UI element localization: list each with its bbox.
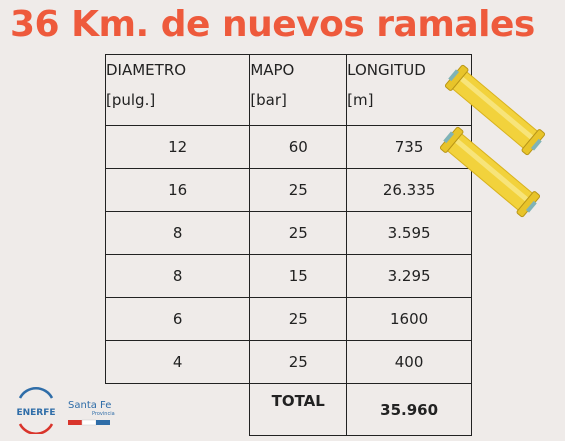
cell-mapo: 25: [249, 297, 348, 341]
total-value: 35.960: [346, 383, 472, 436]
cell-length: 3.595: [346, 211, 472, 255]
santafe-logo-text: Santa Fe: [68, 400, 111, 411]
table-row: 12 60 735: [104, 125, 472, 169]
cell-length: 3.295: [346, 254, 472, 298]
header-diameter: DIAMETRO [pulg.]: [104, 54, 251, 126]
total-row: TOTAL 35.960: [105, 383, 472, 436]
cell-diameter: 4: [104, 340, 251, 384]
header-mapo: MAPO [bar]: [249, 54, 348, 126]
table-row: 4 25 400: [104, 340, 472, 384]
enerfe-logo-text: ENERFE: [16, 408, 55, 418]
header-diameter-unit: [pulg.]: [106, 91, 156, 109]
cell-mapo: 25: [249, 168, 348, 212]
header-length-label: LONGITUD: [347, 61, 426, 79]
header-diameter-label: DIAMETRO: [106, 61, 187, 79]
table-row: 6 25 1600: [104, 297, 472, 341]
cell-mapo: 15: [249, 254, 348, 298]
header-mapo-unit: [bar]: [250, 91, 287, 109]
cell-mapo: 25: [249, 340, 348, 384]
cell-diameter: 16: [104, 168, 251, 212]
cell-mapo: 25: [249, 211, 348, 255]
total-label: TOTAL: [249, 383, 348, 436]
pipes-icon: [440, 64, 546, 218]
sponsor-logos: ENERFE Santa Fe Provincia: [16, 387, 115, 434]
cell-diameter: 12: [104, 125, 251, 169]
santafe-logo-subtext: Provincia: [92, 411, 115, 417]
cell-length: 400: [346, 340, 472, 384]
cell-diameter: 6: [104, 297, 251, 341]
total-blank-cell: [105, 383, 251, 436]
branches-table: DIAMETRO [pulg.] MAPO [bar] LONGITUD [m]…: [104, 54, 472, 436]
table-header-row: DIAMETRO [pulg.] MAPO [bar] LONGITUD [m]: [104, 54, 472, 126]
cell-length: 1600: [346, 297, 472, 341]
header-mapo-label: MAPO: [250, 61, 295, 79]
header-length-unit: [m]: [347, 91, 374, 109]
santafe-logo: Santa Fe Provincia: [68, 400, 115, 426]
enerfe-logo: ENERFE: [16, 387, 56, 434]
cell-mapo: 60: [249, 125, 348, 169]
table-row: 8 15 3.295: [104, 254, 472, 298]
cell-diameter: 8: [104, 254, 251, 298]
cell-diameter: 8: [104, 211, 251, 255]
page-title: 36 Km. de nuevos ramales: [10, 4, 535, 45]
table-row: 16 25 26.335: [104, 168, 472, 212]
table-row: 8 25 3.595: [104, 211, 472, 255]
cell-length: 26.335: [346, 168, 472, 212]
